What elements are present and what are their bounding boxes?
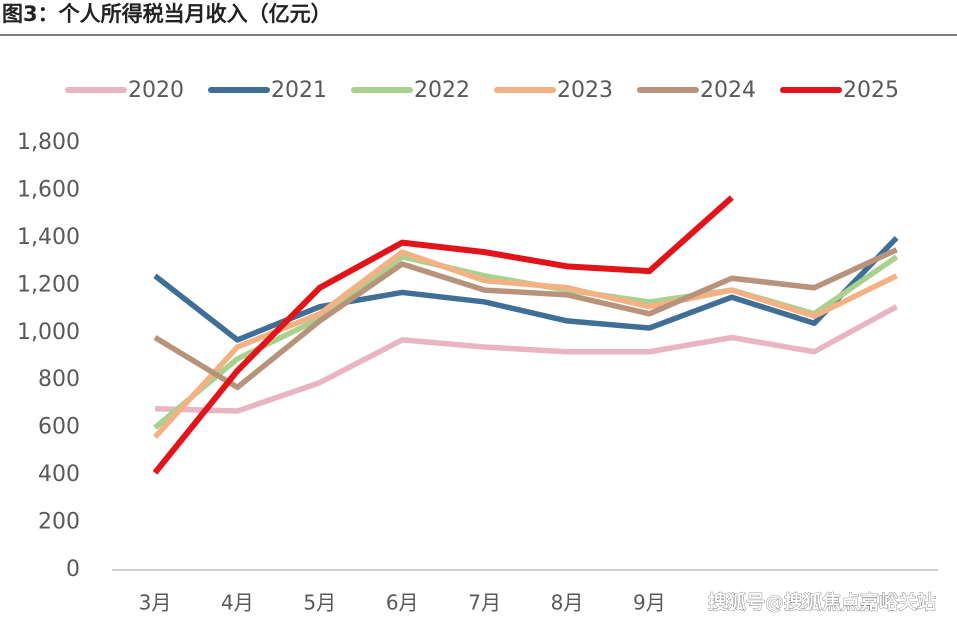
y-tick-label: 1,000 <box>17 320 80 345</box>
x-tick-label: 4月 <box>221 591 254 615</box>
legend-label: 2025 <box>843 78 899 103</box>
x-tick-label: 9月 <box>633 591 666 615</box>
series-line <box>153 247 898 391</box>
legend-label: 2020 <box>128 78 184 103</box>
legend-label: 2022 <box>414 78 470 103</box>
series-line <box>152 195 734 475</box>
legend-label: 2021 <box>271 78 327 103</box>
y-tick-label: 400 <box>38 462 80 487</box>
series-line <box>154 304 898 414</box>
y-tick-label: 600 <box>38 415 80 440</box>
x-tick-label: 3月 <box>139 591 172 615</box>
x-tick-label: 6月 <box>386 591 419 615</box>
y-tick-label: 200 <box>38 510 80 535</box>
series-line <box>153 235 899 343</box>
x-tick-label: 8月 <box>551 591 584 615</box>
y-tick-label: 1,400 <box>17 225 80 250</box>
y-tick-label: 1,600 <box>17 177 80 202</box>
x-tick-label: 7月 <box>468 591 501 615</box>
legend-label: 2023 <box>557 78 613 103</box>
y-tick-label: 800 <box>38 367 80 392</box>
y-tick-label: 0 <box>66 557 80 582</box>
watermark: 搜狐号@搜狐焦点嘉峪关站 <box>708 591 936 614</box>
y-tick-label: 1,800 <box>17 130 80 155</box>
y-tick-label: 1,200 <box>17 272 80 297</box>
legend-label: 2024 <box>700 78 756 103</box>
chart-title: 图3：个人所得税当月收入（亿元） <box>2 2 332 26</box>
x-tick-label: 5月 <box>303 591 336 615</box>
